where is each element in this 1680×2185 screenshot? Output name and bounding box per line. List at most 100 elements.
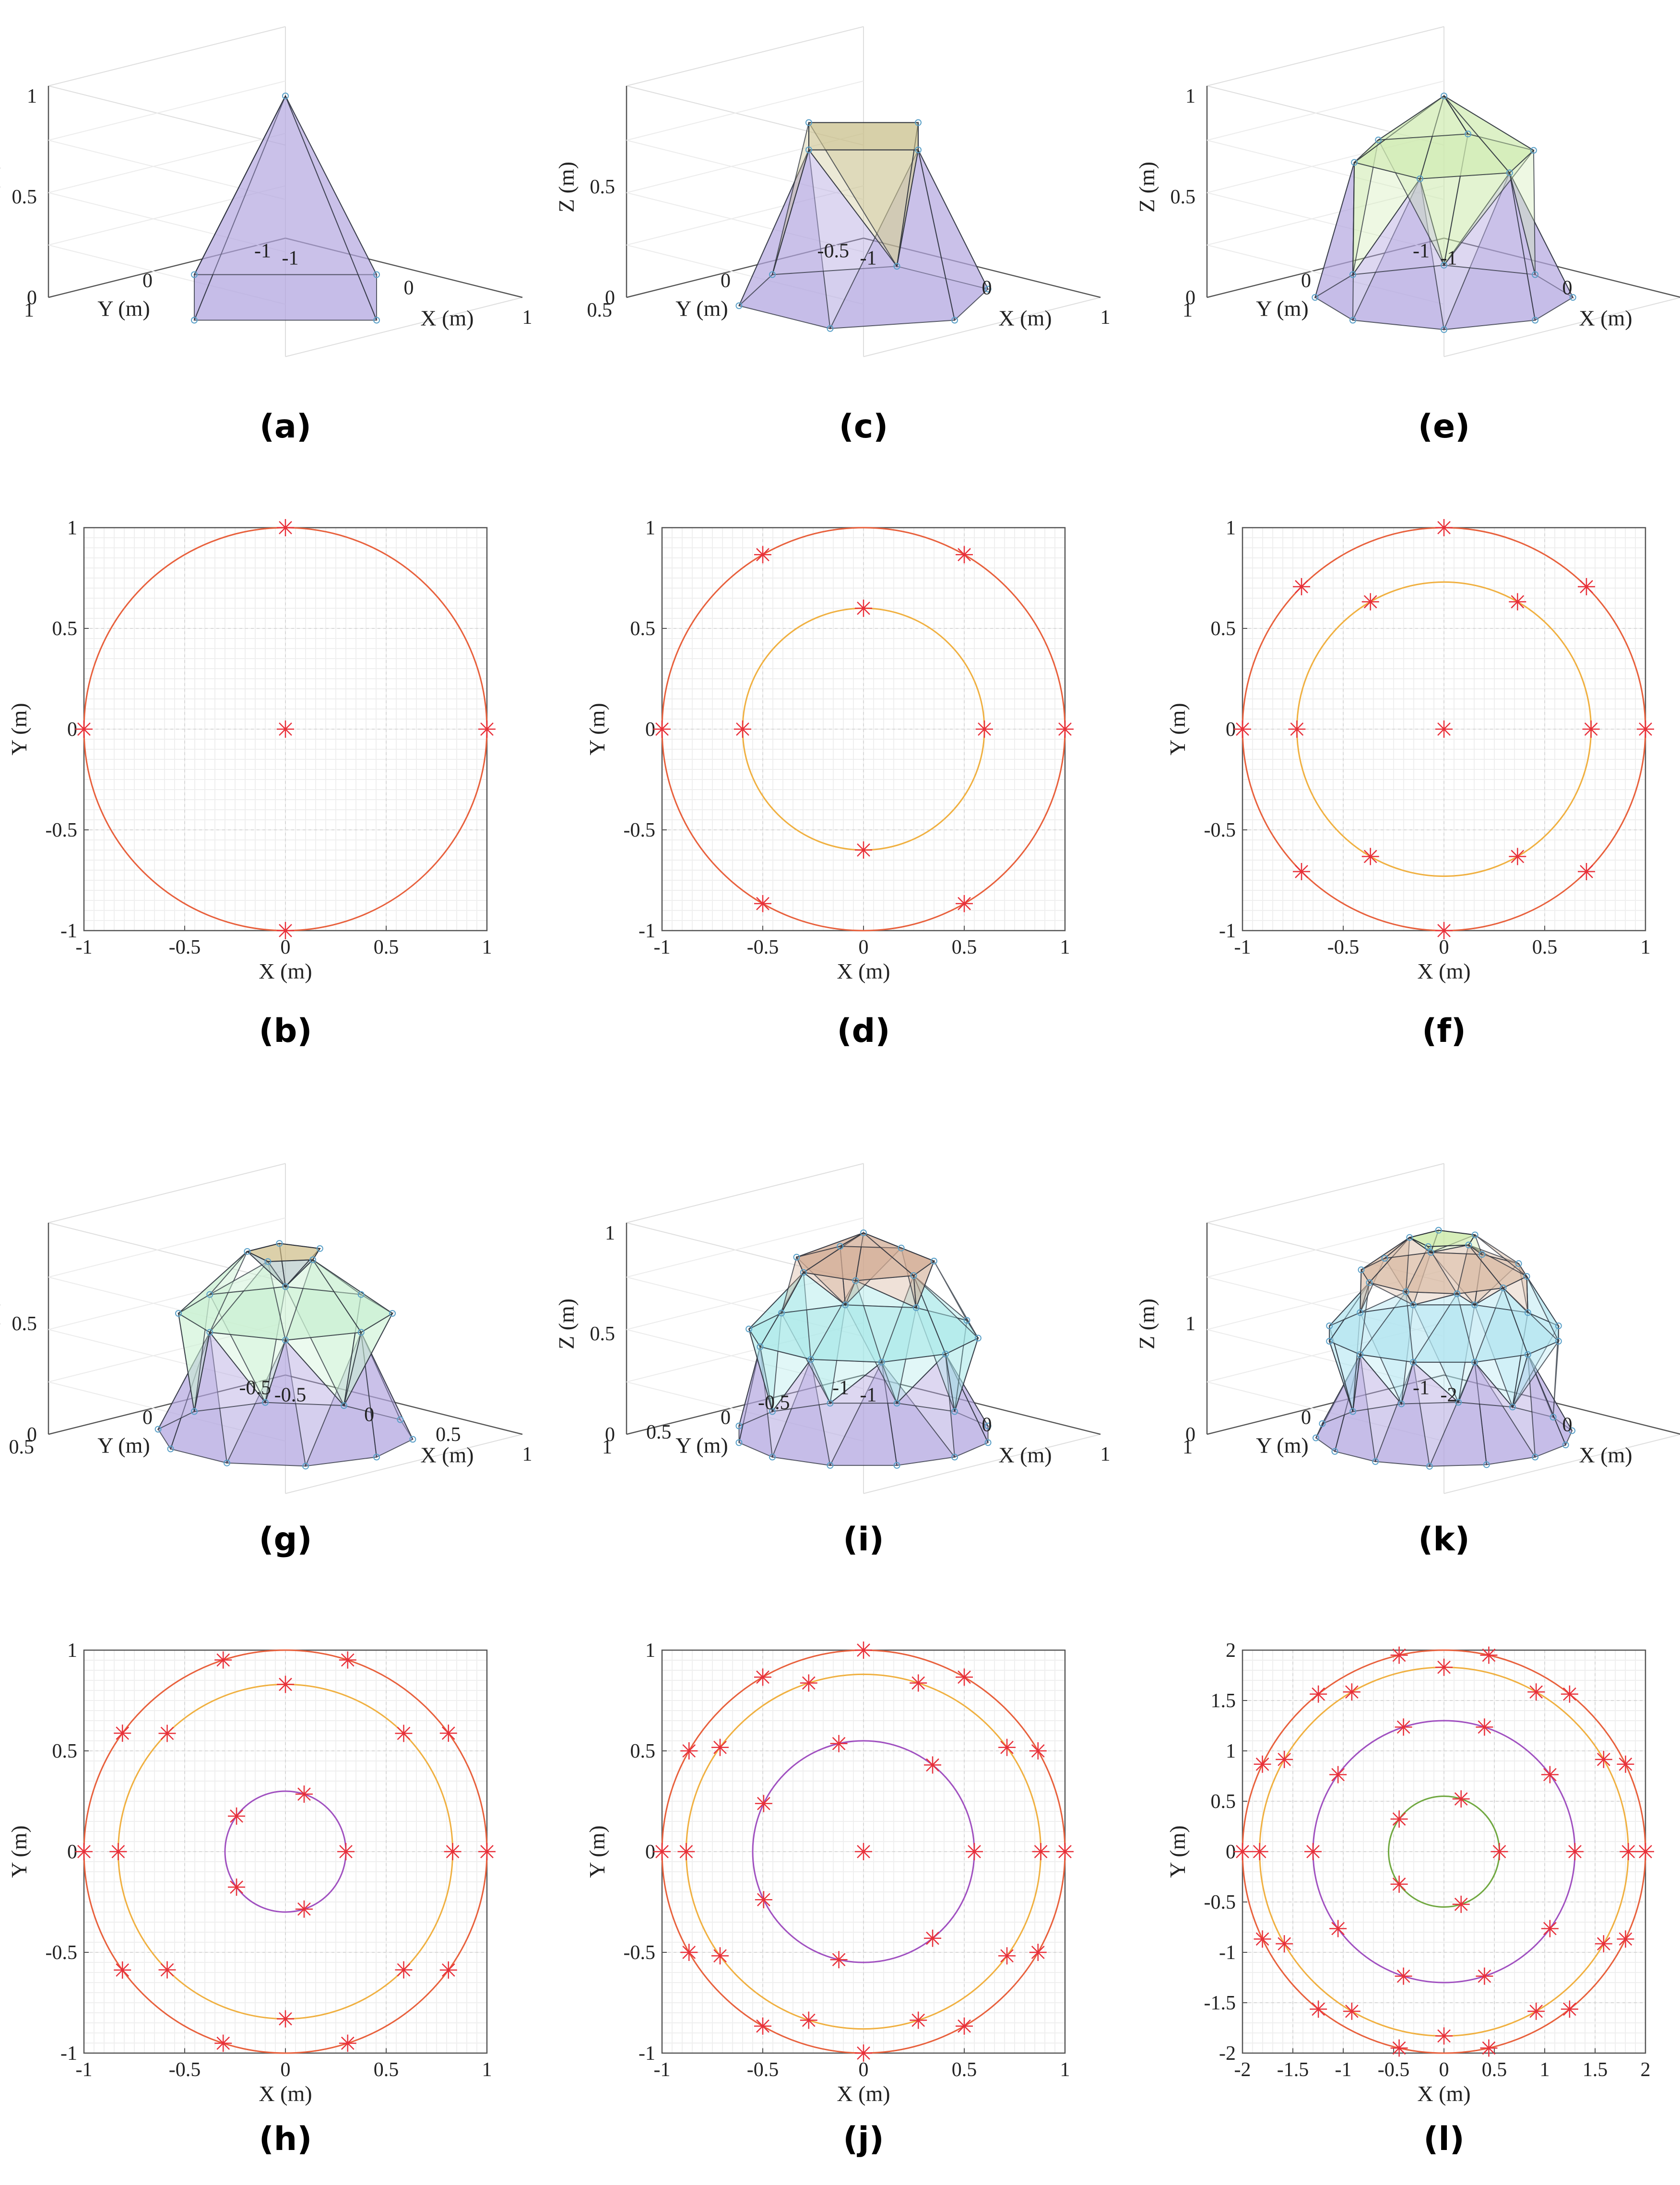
node-marker [1390,1875,1408,1893]
node-marker [1491,1843,1508,1860]
node-marker [1441,93,1447,99]
node-marker [478,720,496,738]
node-marker [1637,720,1654,738]
x-tick-label: 1 [522,1443,532,1465]
node-marker [942,1350,949,1358]
y-axis-label: Y (m) [7,703,31,755]
plot-svg: -2 -1.5 -1 -0.5 0 0.5 1 1.5 2 -2 -1.5 -1 -0.5 0 0.5 1 1.… [1165,1640,1654,2106]
node-marker [206,1291,213,1298]
node-marker [214,1651,232,1669]
node-marker [1479,1251,1486,1258]
x-tick-label: -0.5 [274,1384,307,1406]
y-axis-label: Y (m) [675,1433,728,1457]
node-marker [1509,593,1526,611]
node-marker [1357,1351,1364,1358]
node-marker [1452,1895,1470,1913]
node-marker [1427,1249,1434,1256]
y-tick-label: -0.5 [239,1377,272,1399]
x-tick-label: 0 [281,936,291,958]
y-tick-label: -1 [639,2043,655,2065]
grid [1242,1650,1646,2054]
x-tick-label: -1 [76,2059,93,2081]
node-marker [1524,1309,1531,1316]
node-marker [878,1358,885,1366]
node-marker [1343,1683,1361,1701]
node-marker [1435,922,1453,939]
plot-svg: -1 -0.5 0 0.5 1 -1 -0.5 0 0.5 1 X (m) Y (m) [7,517,496,983]
panel-caption: (h) [259,2120,312,2158]
node-marker [264,1258,272,1265]
x-axis-label: X (m) [837,959,890,983]
x-tick-label: 1.5 [1583,2059,1608,2081]
node-marker [984,285,992,293]
node-marker [1390,1810,1408,1828]
y-tick-label: 0 [142,1406,153,1429]
node-marker [191,271,198,278]
node-marker [1617,1755,1634,1773]
node-marker [1234,720,1251,738]
node-marker [956,2017,973,2035]
z-tick-label: 1 [27,85,37,107]
node-marker [1471,1301,1478,1309]
node-marker [680,1944,698,1961]
node-marker [1532,1453,1538,1461]
y-axis-label: Y (m) [7,1825,31,1878]
dome-mesh [738,122,989,330]
node-marker [1530,147,1537,154]
x-tick-label: 0.5 [374,936,399,958]
node-marker [984,1422,992,1429]
z-tick-label: 0 [27,287,37,309]
node-marker [855,2044,872,2062]
node-marker [357,1329,365,1336]
x-tick-label: -0.5 [747,2059,779,2081]
x-tick-label: 0 [859,936,869,958]
panel-caption: (d) [837,1012,890,1050]
plot-svg: -1 -0.5 0 0.5 1 -1 -0.5 0 0.5 1 X (m) Y (m) [585,517,1074,983]
node-marker [1416,175,1423,182]
node-marker [998,1947,1016,1965]
node-marker [228,1878,246,1896]
node-marker [109,1843,127,1860]
node-marker [1254,1755,1271,1773]
node-marker [1569,1427,1576,1434]
z-tick-label: 1 [605,1222,615,1244]
x-tick-label: 0.5 [1482,2059,1507,2081]
node-marker [337,1843,355,1860]
node-marker [439,1724,457,1742]
node-marker [1032,1843,1050,1860]
node-marker [800,1269,807,1276]
node-marker [282,1336,289,1344]
node-marker [1454,1290,1461,1298]
node-marker [1569,294,1576,301]
y-tick-label: 0 [1226,1841,1236,1863]
panel-caption: (j) [843,2120,884,2158]
y-tick-label: -1.5 [1204,1992,1236,2014]
node-marker [711,1738,729,1756]
node-marker [860,1229,867,1236]
node-marker [1527,2002,1545,2020]
node-marker [800,2011,817,2029]
z-tick-label: 0.5 [12,1313,37,1335]
node-marker [805,146,812,154]
y-tick-label: 1 [645,1640,655,1662]
node-marker [754,546,771,564]
node-marker [339,1651,356,1669]
node-marker [956,1668,973,1686]
node-marker [951,1453,958,1461]
node-marker [769,1408,776,1415]
z-tick-label: 0 [27,1424,37,1446]
node-marker [75,720,93,738]
node-marker [1310,2000,1327,2018]
x-tick-label: 0.5 [952,936,977,958]
node-marker [1390,2039,1408,2057]
y-tick-label: 1 [1183,299,1193,321]
node-marker [340,1402,347,1409]
z-tick-label: 0.5 [590,176,615,198]
x-tick-label: 0 [1439,2059,1449,2081]
node-marker [915,119,922,126]
x-axis-label: X (m) [998,1442,1052,1467]
y-axis-label: Y (m) [1165,703,1190,755]
node-marker [75,1843,93,1860]
